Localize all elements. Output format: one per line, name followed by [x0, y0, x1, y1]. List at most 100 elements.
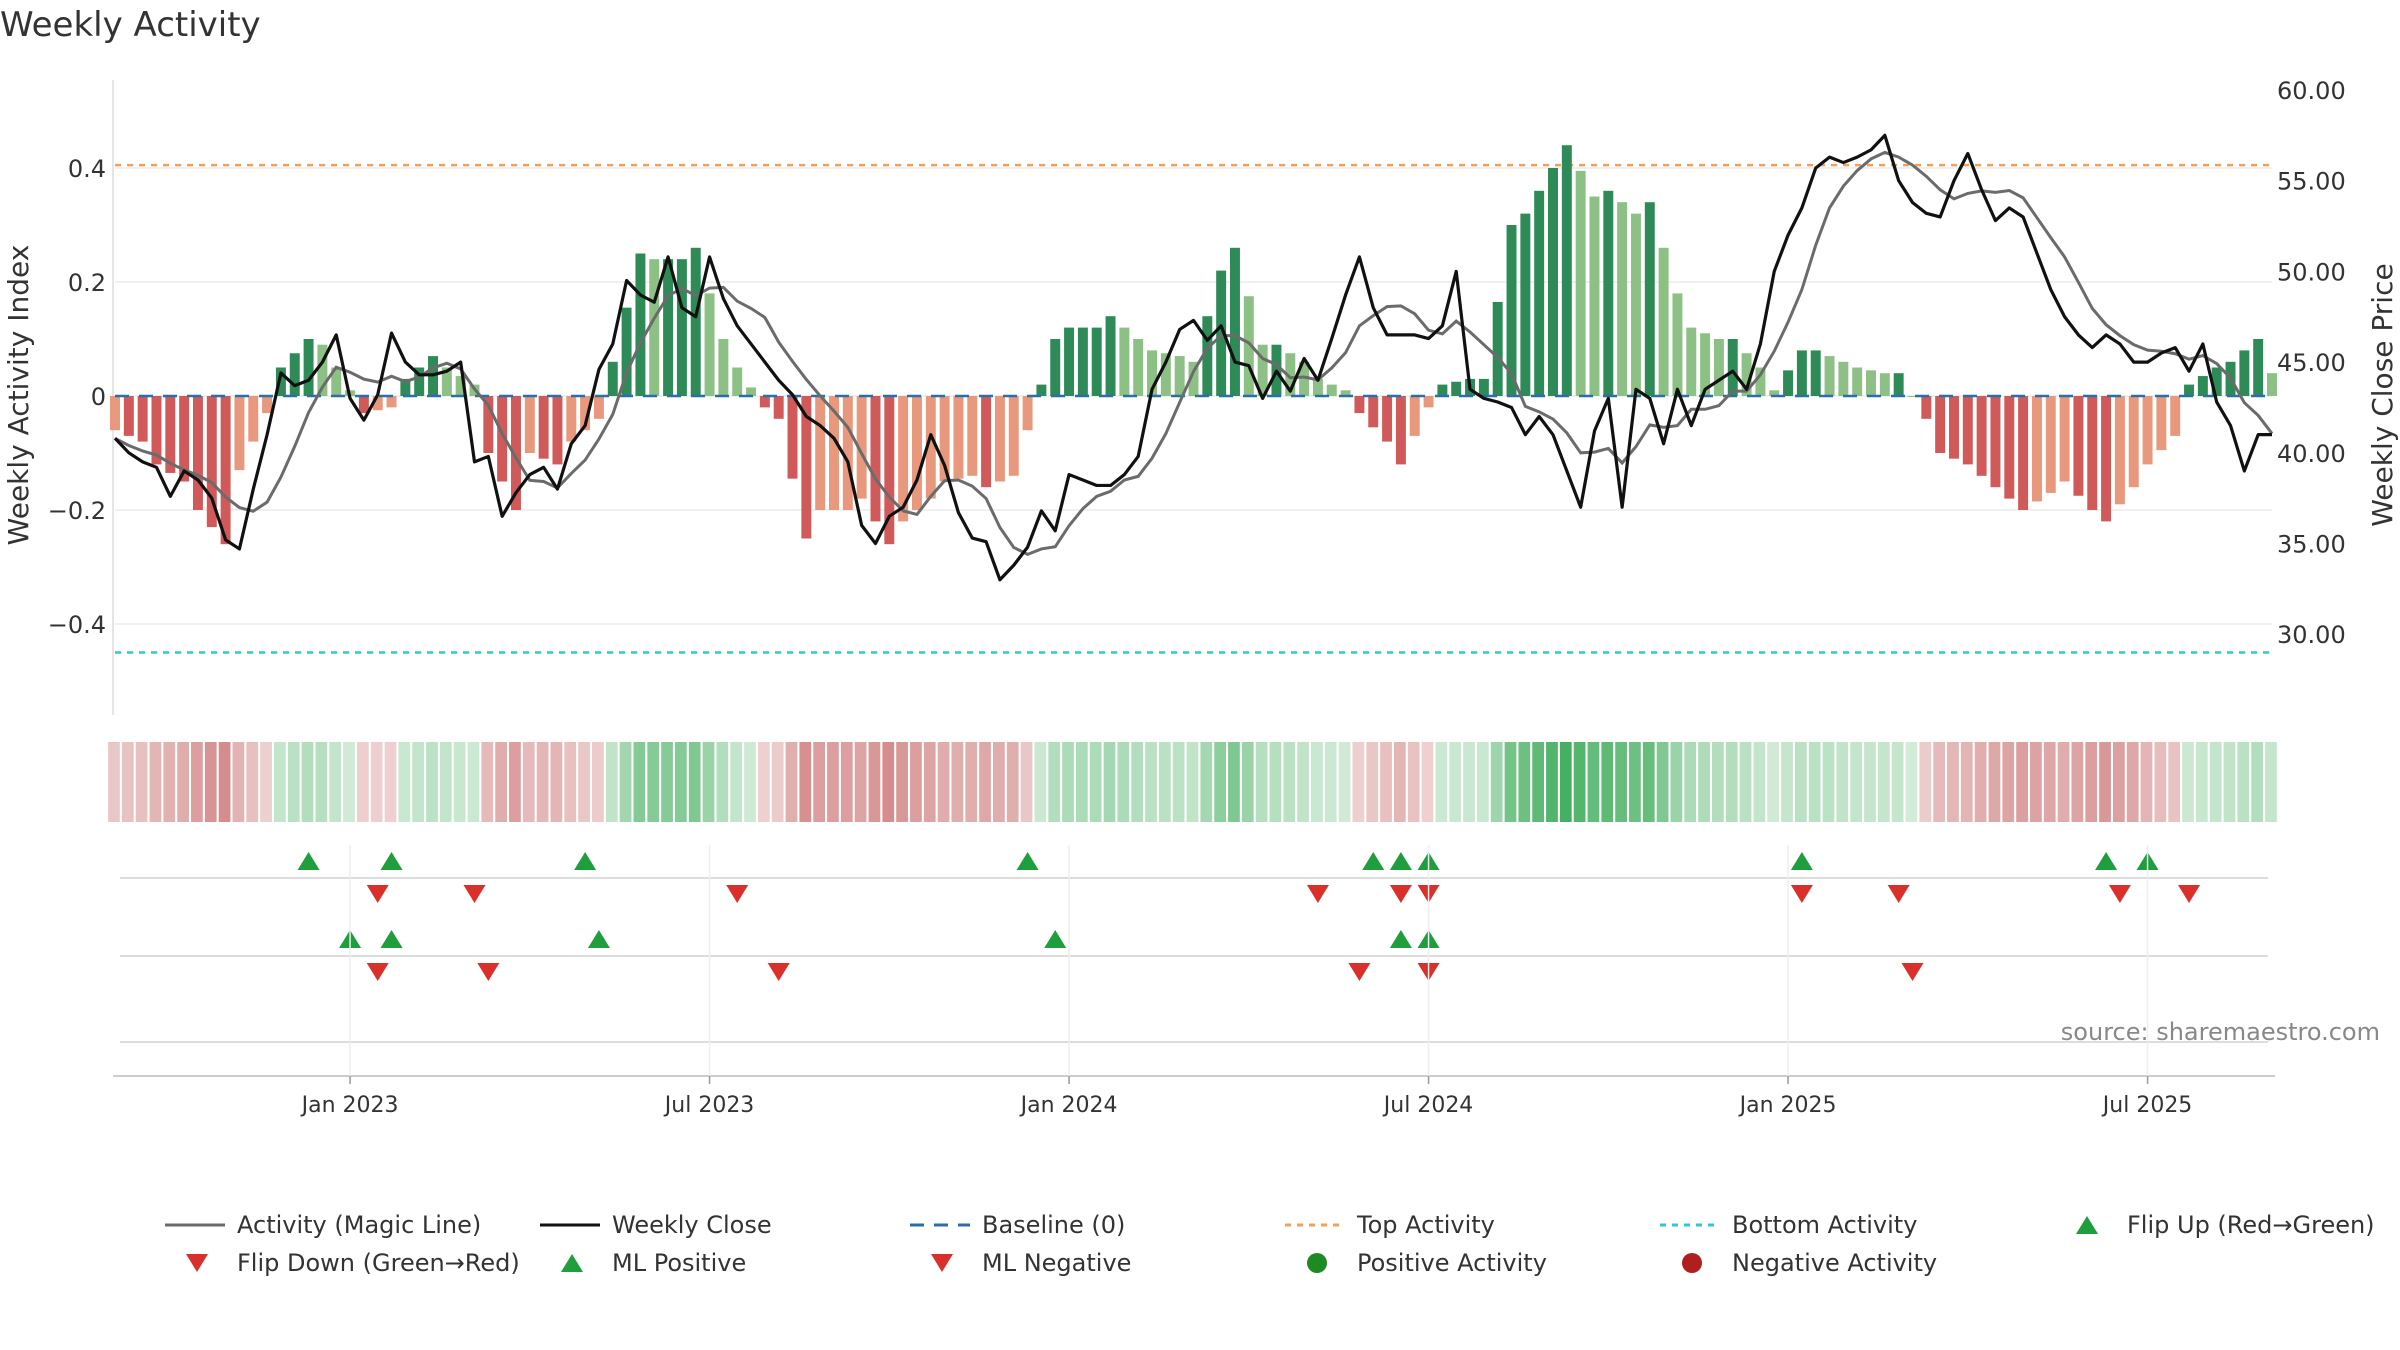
heat-cell: [2168, 742, 2181, 822]
right-tick-label: 40.00: [2277, 440, 2346, 468]
heat-cell: [1476, 742, 1489, 822]
activity-bar: [2018, 396, 2029, 510]
activity-bar: [275, 367, 286, 396]
activity-bar: [994, 396, 1005, 482]
x-tick-label: Jul 2023: [663, 1093, 755, 1118]
heat-cell: [1532, 742, 1545, 822]
activity-bar: [234, 396, 245, 471]
heat-cell: [1947, 742, 1959, 822]
heat-cell: [1421, 742, 1434, 822]
activity-bar: [967, 396, 978, 476]
heat-cell: [1393, 742, 1406, 822]
activity-bar: [331, 367, 342, 396]
activity-bar: [1824, 356, 1835, 396]
legend-item: Bottom Activity: [1660, 1211, 1917, 1239]
activity-bar: [1022, 396, 1033, 431]
heat-cell: [1698, 742, 1710, 822]
heat-cell: [2002, 742, 2015, 822]
heat-cell: [2195, 742, 2208, 822]
activity-bar: [649, 259, 660, 396]
heat-cell: [1311, 742, 1323, 822]
heat-cell: [191, 742, 203, 822]
heat-cell: [1546, 742, 1558, 822]
heat-cell: [412, 742, 425, 822]
gridlines: [112, 80, 2272, 715]
flip-down-marker: [1306, 885, 1329, 903]
activity-bar: [690, 247, 701, 396]
left-axis-ticks: 0.4 0.2 0 −0.2 −0.4: [48, 155, 106, 639]
heat-cell: [1089, 742, 1102, 822]
heat-cell: [661, 742, 673, 822]
heat-cell: [1228, 742, 1240, 822]
legend: Activity (Magic Line) Weekly Close Baselin…: [165, 1211, 2375, 1277]
heat-cell: [1255, 742, 1268, 822]
activity-bar: [1008, 396, 1019, 476]
flip-up-marker: [2095, 852, 2118, 870]
activity-bar: [538, 396, 549, 459]
heat-cell: [1629, 742, 1641, 822]
heat-cell: [1062, 742, 1074, 822]
heat-cell: [2154, 742, 2167, 822]
activity-bar: [206, 396, 217, 528]
heat-cell: [702, 742, 715, 822]
activity-bar: [1423, 396, 1434, 408]
activity-bar: [303, 339, 314, 396]
x-axis: Jan 2023 Jul 2023 Jan 2024 Jul 2024 Jan 2025…: [113, 845, 2275, 1118]
heat-cell: [177, 742, 189, 822]
x-tick-label: Jul 2024: [1382, 1093, 1474, 1118]
heat-cell: [1836, 742, 1849, 822]
activity-bar: [1907, 396, 1918, 397]
flip-up-marker: [574, 852, 597, 870]
weekly-close-line: [113, 133, 2272, 582]
heat-cell: [536, 742, 549, 822]
flip-down-marker: [2108, 885, 2131, 903]
flip-up-marker: [1362, 852, 1385, 870]
reference-lines: [115, 163, 2272, 654]
heat-cell: [1048, 742, 1061, 822]
heat-cell: [1145, 742, 1157, 822]
heat-cell: [605, 742, 618, 822]
activity-bar: [607, 361, 618, 396]
heat-cell: [1034, 742, 1047, 822]
heat-cell: [840, 742, 853, 822]
heat-cell: [827, 742, 839, 822]
activity-bar: [358, 396, 369, 414]
activity-bar: [829, 396, 839, 510]
right-tick-label: 30.00: [2277, 621, 2346, 649]
heat-cell: [619, 742, 632, 822]
activity-bar: [1796, 350, 1807, 396]
flip-down-marker: [1887, 885, 1910, 903]
heat-cell: [1269, 742, 1282, 822]
legend-label: Flip Up (Red→Green): [2127, 1211, 2375, 1239]
left-tick-label: 0.4: [68, 155, 106, 183]
legend-label: Weekly Close: [612, 1211, 772, 1239]
heat-cell: [1850, 742, 1863, 822]
activity-bar: [1119, 327, 1130, 396]
heat-cell: [329, 742, 342, 822]
heat-cell: [868, 742, 881, 822]
heat-cell: [1960, 742, 1973, 822]
activity-bar: [1672, 293, 1683, 396]
activity-bar: [704, 293, 715, 396]
heat-cell: [218, 742, 231, 822]
activity-bar: [123, 396, 134, 436]
heat-cell: [1753, 742, 1766, 822]
heat-cell: [1919, 742, 1932, 822]
heat-cell: [1006, 742, 1019, 822]
right-tick-label: 60.00: [2277, 77, 2346, 105]
activity-bar: [151, 396, 162, 465]
activity-bar: [2142, 396, 2153, 465]
activity-bar: [1257, 344, 1268, 396]
activity-bar: [2239, 350, 2250, 396]
activity-bar: [2031, 396, 2042, 502]
activity-bar: [497, 396, 508, 482]
heat-cell: [1020, 742, 1033, 822]
flip-up-marker: [1790, 852, 1813, 870]
activity-bar: [870, 396, 881, 522]
ml-positive-marker: [1044, 930, 1067, 948]
activity-bar: [441, 367, 452, 396]
activity-bar: [289, 353, 300, 396]
heat-cell: [1684, 742, 1697, 822]
heat-cell: [1297, 742, 1309, 822]
